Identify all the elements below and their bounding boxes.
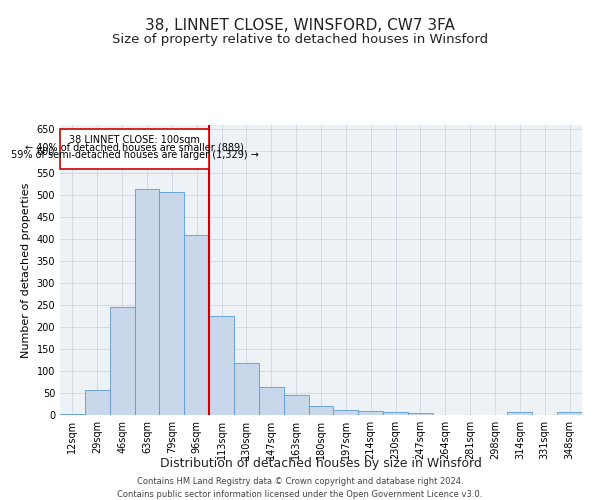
Bar [334,410,358,415]
Text: Distribution of detached houses by size in Winsford: Distribution of detached houses by size … [160,458,482,470]
Text: ← 40% of detached houses are smaller (889): ← 40% of detached houses are smaller (88… [25,142,244,152]
Bar [284,395,308,415]
Bar [160,192,184,415]
Bar [85,390,110,415]
Bar [308,406,334,415]
Bar [508,412,532,415]
Text: 38, LINNET CLOSE, WINSFORD, CW7 3FA: 38, LINNET CLOSE, WINSFORD, CW7 3FA [145,18,455,32]
Bar [408,413,433,415]
Text: Contains public sector information licensed under the Open Government Licence v3: Contains public sector information licen… [118,490,482,499]
Text: 59% of semi-detached houses are larger (1,329) →: 59% of semi-detached houses are larger (… [11,150,259,160]
Bar [358,412,383,415]
Bar [60,130,209,169]
Bar [234,363,259,415]
Y-axis label: Number of detached properties: Number of detached properties [21,182,31,358]
Bar [184,235,209,415]
Bar [134,188,160,415]
Bar [557,412,582,415]
Text: Size of property relative to detached houses in Winsford: Size of property relative to detached ho… [112,32,488,46]
Bar [110,308,134,415]
Text: Contains HM Land Registry data © Crown copyright and database right 2024.: Contains HM Land Registry data © Crown c… [137,478,463,486]
Bar [209,316,234,415]
Bar [383,412,408,415]
Bar [259,388,284,415]
Bar [60,414,85,415]
Text: 38 LINNET CLOSE: 100sqm: 38 LINNET CLOSE: 100sqm [69,134,200,144]
